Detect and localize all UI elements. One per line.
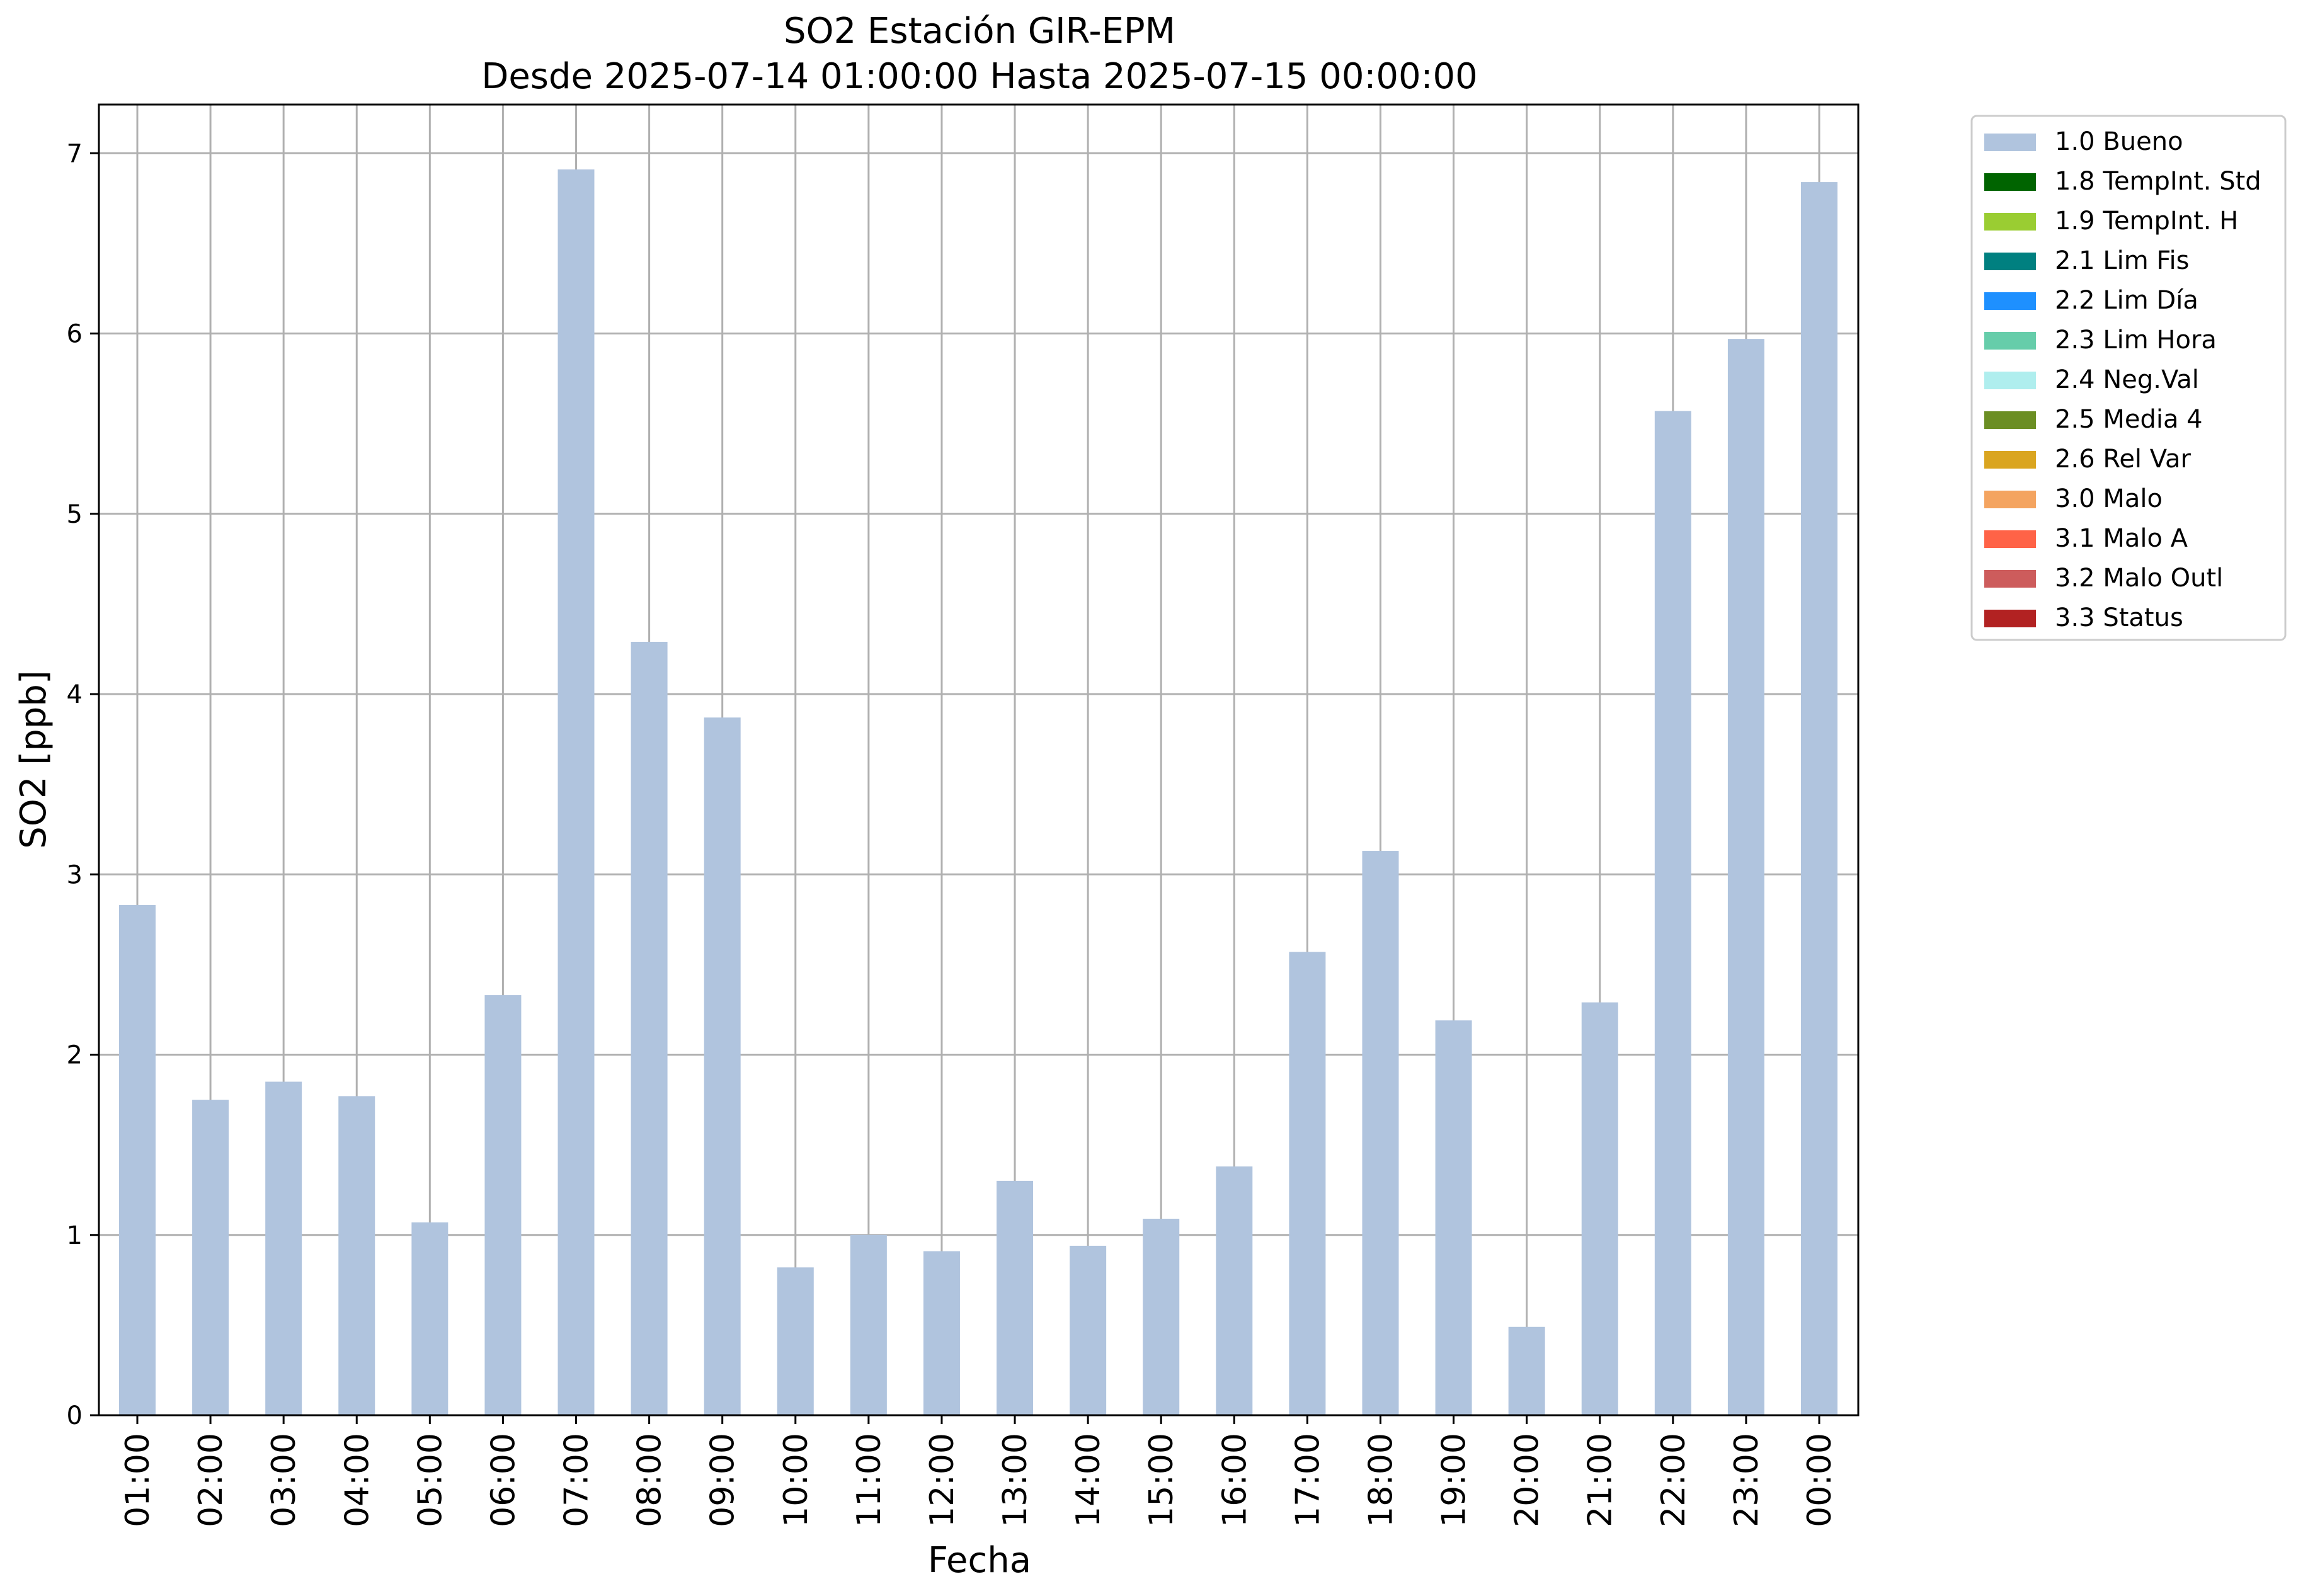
x-tick-label: 09:00 bbox=[704, 1433, 742, 1527]
legend-swatch bbox=[1984, 253, 2036, 270]
x-axis: 01:00 02:00 03:00 04:00 05:00 06:00 07:00 08:00… bbox=[119, 1415, 1839, 1527]
chart-title: SO2 Estación GIR-EPM bbox=[784, 11, 1175, 52]
y-tick-label: 3 bbox=[67, 860, 83, 889]
bar bbox=[1070, 1245, 1107, 1415]
bar bbox=[338, 1096, 375, 1415]
bar bbox=[119, 904, 156, 1415]
bar bbox=[850, 1234, 887, 1415]
bar bbox=[1362, 851, 1399, 1415]
y-tick-label: 0 bbox=[67, 1401, 83, 1430]
legend-swatch bbox=[1984, 173, 2036, 191]
legend-swatch bbox=[1984, 213, 2036, 231]
bar bbox=[1727, 339, 1764, 1415]
plot-frame bbox=[98, 103, 1860, 1416]
legend-label: 3.3 Status bbox=[2055, 603, 2183, 632]
x-tick-label: 20:00 bbox=[1509, 1433, 1546, 1527]
legend-swatch bbox=[1984, 332, 2036, 350]
x-axis-label: Fecha bbox=[928, 1540, 1031, 1581]
x-tick-label: 15:00 bbox=[1143, 1433, 1180, 1527]
chart-subtitle: Desde 2025-07-14 01:00:00 Hasta 2025-07-… bbox=[481, 56, 1478, 97]
legend-swatch bbox=[1984, 134, 2036, 151]
x-tick-label: 06:00 bbox=[484, 1433, 522, 1527]
legend-label: 2.3 Lim Hora bbox=[2055, 326, 2217, 355]
x-tick-label: 23:00 bbox=[1728, 1433, 1766, 1527]
y-tick-label: 6 bbox=[67, 320, 83, 349]
x-tick-label: 11:00 bbox=[850, 1433, 888, 1527]
bar bbox=[1801, 182, 1837, 1415]
x-tick-label: 01:00 bbox=[119, 1433, 157, 1527]
legend-label: 2.5 Media 4 bbox=[2055, 405, 2203, 434]
y-tick-label: 7 bbox=[67, 139, 83, 168]
bar bbox=[704, 717, 741, 1415]
y-axis-label: SO2 [ppb] bbox=[13, 670, 54, 848]
bar bbox=[265, 1081, 302, 1415]
y-tick-label: 2 bbox=[67, 1041, 83, 1070]
legend-swatch bbox=[1984, 451, 2036, 469]
y-tick-label: 1 bbox=[67, 1221, 83, 1250]
bar bbox=[923, 1251, 960, 1415]
x-tick-label: 19:00 bbox=[1436, 1433, 1473, 1527]
x-tick-label: 00:00 bbox=[1801, 1433, 1839, 1527]
legend-label: 1.8 TempInt. Std bbox=[2055, 167, 2261, 196]
x-tick-label: 03:00 bbox=[265, 1433, 303, 1527]
legend-label: 2.4 Neg.Val bbox=[2055, 365, 2199, 394]
legend-swatch bbox=[1984, 411, 2036, 429]
x-tick-label: 14:00 bbox=[1070, 1433, 1107, 1527]
legend-frame bbox=[1970, 115, 2287, 641]
legend-label: 3.0 Malo bbox=[2055, 484, 2163, 513]
x-tick-label: 18:00 bbox=[1362, 1433, 1400, 1527]
bar bbox=[1216, 1166, 1253, 1415]
legend-swatch bbox=[1984, 530, 2036, 548]
bar bbox=[557, 169, 595, 1416]
bar bbox=[1581, 1002, 1618, 1415]
y-tick-label: 5 bbox=[67, 500, 83, 529]
bar bbox=[997, 1180, 1034, 1415]
legend-label: 2.2 Lim Día bbox=[2055, 286, 2198, 315]
y-tick-label: 4 bbox=[67, 680, 83, 709]
legend-swatch bbox=[1984, 491, 2036, 508]
bar bbox=[777, 1267, 814, 1415]
legend-swatch bbox=[1984, 570, 2036, 588]
legend-label: 2.6 Rel Var bbox=[2055, 445, 2192, 474]
bar bbox=[1654, 411, 1691, 1415]
legend-swatch bbox=[1984, 372, 2036, 389]
bars bbox=[119, 169, 1837, 1416]
legend-label: 1.9 TempInt. H bbox=[2055, 207, 2238, 236]
x-tick-label: 10:00 bbox=[777, 1433, 815, 1527]
bar bbox=[192, 1100, 229, 1415]
bar bbox=[1143, 1218, 1180, 1415]
y-axis: 0 1 2 3 4 5 6 7 bbox=[67, 139, 99, 1430]
bar bbox=[631, 642, 668, 1415]
x-tick-label: 16:00 bbox=[1216, 1433, 1254, 1527]
legend-label: 2.1 Lim Fis bbox=[2055, 246, 2189, 275]
x-tick-label: 07:00 bbox=[558, 1433, 596, 1527]
x-tick-label: 21:00 bbox=[1582, 1433, 1620, 1527]
legend-label: 3.1 Malo A bbox=[2055, 524, 2188, 553]
legend-swatch bbox=[1984, 292, 2036, 310]
bar bbox=[1289, 952, 1326, 1415]
x-tick-label: 08:00 bbox=[631, 1433, 669, 1527]
bar bbox=[1508, 1326, 1545, 1415]
x-tick-label: 17:00 bbox=[1289, 1433, 1327, 1527]
bar bbox=[484, 995, 522, 1415]
legend-label: 3.2 Malo Outl bbox=[2055, 564, 2223, 593]
bar bbox=[1435, 1020, 1472, 1415]
x-tick-label: 22:00 bbox=[1655, 1433, 1693, 1527]
legend-swatch bbox=[1984, 610, 2036, 627]
legend: 1.0 Bueno 1.8 TempInt. Std 1.9 TempInt. H 2… bbox=[1970, 115, 2287, 641]
x-tick-label: 02:00 bbox=[192, 1433, 230, 1527]
x-tick-label: 05:00 bbox=[411, 1433, 449, 1527]
bar bbox=[411, 1222, 449, 1415]
legend-label: 1.0 Bueno bbox=[2055, 127, 2183, 156]
x-tick-label: 13:00 bbox=[997, 1433, 1034, 1527]
x-tick-label: 04:00 bbox=[338, 1433, 376, 1527]
x-tick-label: 12:00 bbox=[923, 1433, 961, 1527]
